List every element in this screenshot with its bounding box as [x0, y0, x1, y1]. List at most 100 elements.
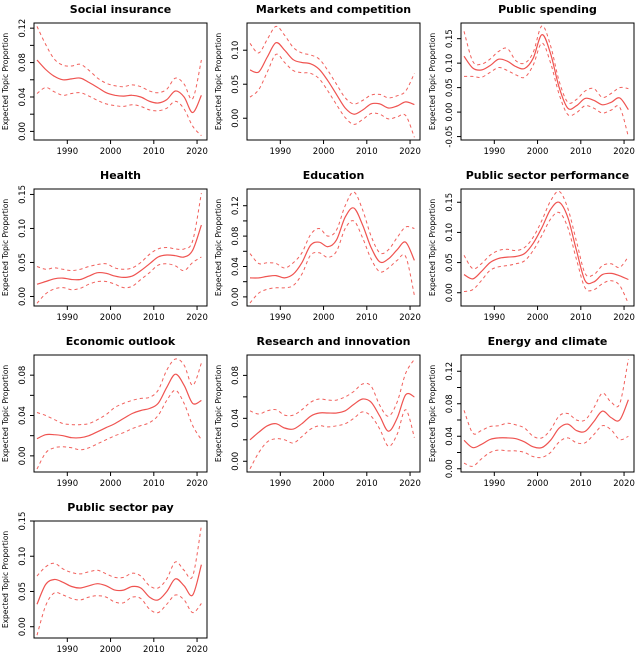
chart-panel-health: Health Expected Topic Proportion 0.00 0.05 0… [0, 166, 213, 332]
y-axis-label: Expected Topic Proportion [1, 365, 10, 463]
y-tick-label: 0.00 [231, 452, 241, 471]
y-tick-label: 0.05 [445, 78, 455, 97]
y-axis-label: Expected Topic Proportion [1, 199, 10, 297]
chart-panel-education: Education Expected Topic Proportion 0.00 0.… [213, 166, 427, 332]
chart-svg-research-and-innovation: Research and innovation Expected Topic Pr… [214, 335, 421, 489]
plot-box [460, 188, 635, 307]
y-tick-label: 0.15 [18, 185, 28, 204]
series-mean [249, 207, 415, 279]
chart-title: Public sector performance [466, 169, 629, 182]
series-lower-ci [36, 256, 202, 304]
chart-title: Public sector pay [67, 501, 173, 514]
plot-box [33, 188, 208, 307]
series-lower-ci [249, 53, 415, 138]
y-tick-label: 0.05 [445, 253, 455, 272]
chart-svg-health: Health Expected Topic Proportion 0.00 0.05 0… [1, 169, 208, 323]
plot-box [460, 354, 635, 473]
plot-box [33, 22, 208, 141]
y-tick-label: 0.00 [445, 103, 455, 122]
x-tick-label: 2010 [143, 479, 165, 489]
y-tick-label: 0.05 [18, 253, 28, 272]
x-tick-label: 2010 [570, 147, 592, 157]
chart-panel-research-and-innovation: Research and innovation Expected Topic Pr… [213, 332, 427, 498]
series-lower-ci [36, 389, 202, 470]
x-tick-label: 2020 [186, 479, 208, 489]
y-tick-label: 0.08 [445, 394, 455, 413]
y-axis-label: Expected Topic Proportion [214, 365, 223, 463]
x-tick-label: 2000 [527, 147, 549, 157]
x-tick-label: 2020 [613, 313, 635, 323]
x-tick-label: 2010 [356, 313, 378, 323]
y-tick-label: 0.08 [18, 366, 28, 385]
series-upper-ci [36, 193, 202, 272]
x-tick-label: 2000 [100, 147, 122, 157]
series-upper-ci [463, 190, 629, 278]
y-tick-label: 0.10 [18, 219, 28, 238]
chart-panel-public-sector-performance: Public sector performance Expected Topic … [427, 166, 640, 332]
x-tick-label: 2020 [186, 147, 208, 157]
y-axis-label: Expected Topic Proportion [428, 33, 437, 131]
y-tick-label: 0.04 [18, 406, 28, 425]
chart-title: Public spending [498, 3, 597, 16]
y-axis-label: Expected Topic Proportion [428, 199, 437, 297]
y-tick-label: 0.05 [18, 582, 28, 601]
y-axis-label: Expected Topic Proportion [428, 365, 437, 463]
series-upper-ci [36, 525, 202, 589]
x-tick-label: 2020 [186, 645, 208, 655]
x-tick-label: 1990 [56, 479, 78, 489]
chart-panel-markets-and-competition: Markets and competition Expected Topic Pr… [213, 0, 427, 166]
y-tick-label: 0.00 [445, 283, 455, 302]
x-tick-label: 2020 [613, 479, 635, 489]
x-tick-label: 1990 [56, 313, 78, 323]
y-tick-label: 0.08 [18, 53, 28, 72]
y-tick-label: 0.00 [231, 109, 241, 128]
y-tick-label: 0.15 [445, 193, 455, 212]
x-tick-label: 1990 [56, 147, 78, 157]
chart-svg-markets-and-competition: Markets and competition Expected Topic Pr… [214, 3, 421, 157]
y-tick-label: 0.12 [445, 362, 455, 381]
x-tick-label: 2010 [570, 313, 592, 323]
y-tick-label: 0.08 [231, 366, 241, 385]
x-tick-label: 2010 [143, 645, 165, 655]
plot-box [246, 22, 421, 141]
y-tick-label: 0.10 [445, 223, 455, 242]
series-lower-ci [463, 211, 629, 304]
chart-panel-energy-and-climate: Energy and climate Expected Topic Proport… [427, 332, 640, 498]
series-mean [463, 201, 629, 285]
x-tick-label: 1990 [483, 313, 505, 323]
y-tick-label: 0.10 [445, 54, 455, 73]
chart-title: Research and innovation [257, 335, 411, 348]
y-tick-label: -0.05 [445, 126, 455, 148]
chart-title: Energy and climate [488, 335, 608, 348]
x-tick-label: 1990 [483, 479, 505, 489]
y-tick-label: 0.15 [445, 29, 455, 48]
y-tick-label: 0.04 [445, 427, 455, 446]
chart-panel-public-spending: Public spending Expected Topic Proportion… [427, 0, 640, 166]
series-mean [36, 564, 202, 605]
x-tick-label: 1990 [483, 147, 505, 157]
y-axis-label: Expected Topic Proportion [214, 33, 223, 131]
series-upper-ci [249, 25, 415, 105]
y-tick-label: 0.00 [18, 122, 28, 141]
plot-box [33, 520, 208, 639]
chart-svg-public-spending: Public spending Expected Topic Proportion… [428, 3, 635, 157]
plot-box [460, 22, 635, 141]
plot-box [33, 354, 208, 473]
series-lower-ci [36, 86, 202, 137]
x-tick-label: 2010 [143, 313, 165, 323]
x-tick-label: 2010 [570, 479, 592, 489]
series-upper-ci [249, 359, 415, 417]
chart-panel-economic-outlook: Economic outlook Expected Topic Proportio… [0, 332, 213, 498]
x-tick-label: 2000 [100, 645, 122, 655]
chart-svg-public-sector-pay: Public sector pay Expected Topic Proporti… [1, 501, 208, 655]
chart-title: Economic outlook [66, 335, 176, 348]
y-tick-label: 0.00 [18, 287, 28, 306]
series-lower-ci [249, 220, 415, 304]
x-tick-label: 2020 [399, 147, 421, 157]
series-mean [36, 373, 202, 440]
series-mean [36, 59, 202, 114]
chart-panel-social-insurance: Social insurance Expected Topic Proportio… [0, 0, 213, 166]
y-tick-label: 0.15 [18, 512, 28, 531]
chart-svg-public-sector-performance: Public sector performance Expected Topic … [428, 169, 635, 323]
